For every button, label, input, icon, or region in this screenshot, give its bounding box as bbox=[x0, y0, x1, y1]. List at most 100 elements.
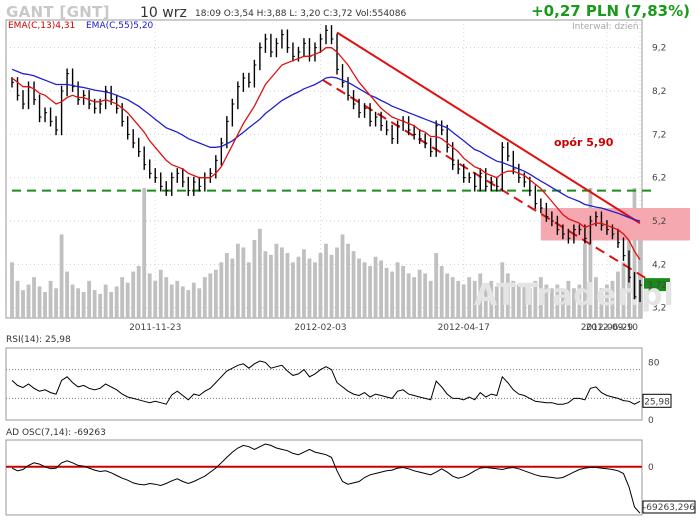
volume-bar bbox=[32, 277, 36, 318]
volume-bar bbox=[54, 288, 58, 318]
volume-bar bbox=[263, 251, 268, 318]
volume-bar bbox=[109, 292, 114, 318]
volume-bar bbox=[202, 277, 207, 318]
ema55-line bbox=[11, 68, 641, 222]
volume-bar bbox=[368, 266, 372, 318]
quote-line: 18:09 O:3,54 H:3,88 L: 3,20 C:3,72 Vol:5… bbox=[195, 9, 407, 19]
legend-ema13: EMA(C,13)4,31 bbox=[8, 21, 76, 31]
volume-bar bbox=[461, 284, 466, 318]
volume-bar bbox=[522, 286, 527, 318]
volume-bar bbox=[329, 254, 334, 318]
x-tick-label: 2012-09-10 bbox=[586, 323, 639, 333]
volume-bar bbox=[610, 280, 615, 318]
volume-bar bbox=[412, 277, 417, 318]
series-layer bbox=[11, 25, 652, 514]
volume-bar bbox=[125, 282, 130, 318]
volume-bar bbox=[92, 290, 97, 318]
last-price-badge bbox=[644, 278, 670, 292]
resistance-label: opór 5,90 bbox=[554, 136, 614, 149]
volume-bar bbox=[346, 243, 350, 318]
volume-bar bbox=[605, 284, 609, 318]
y-tick-label: 5,2 bbox=[652, 217, 666, 227]
volume-bar bbox=[340, 234, 345, 318]
y-tick-label: 4,2 bbox=[652, 260, 666, 270]
x-tick-label: 2012-06-29 bbox=[581, 323, 634, 333]
volume-bar bbox=[257, 228, 262, 318]
volume-bar bbox=[560, 290, 565, 318]
volume-layer bbox=[10, 188, 642, 318]
volume-bar bbox=[417, 269, 422, 318]
volume-bar bbox=[180, 286, 185, 318]
volume-bar bbox=[318, 253, 323, 318]
interval-label: Interwał: dzień bbox=[572, 22, 639, 32]
volume-bar bbox=[489, 280, 494, 318]
volume-bar bbox=[147, 273, 152, 318]
volume-bar bbox=[37, 286, 42, 318]
volume-bar bbox=[191, 282, 196, 318]
volume-bar bbox=[87, 280, 92, 318]
watermark: ATTrader.pl bbox=[474, 278, 675, 313]
volume-bar bbox=[588, 188, 593, 318]
volume-bar bbox=[478, 273, 483, 318]
volume-bar bbox=[219, 262, 224, 318]
tick-layer: 3,2 4,2 5,2 6,2 7,2 8,2 9,2 2011-11-23 2012-02-0… bbox=[129, 44, 696, 514]
x-tick-label: 2011-11-23 bbox=[129, 323, 181, 333]
ema13-line bbox=[11, 47, 641, 260]
volume-bar bbox=[81, 292, 86, 318]
ad-last-badge bbox=[642, 500, 696, 514]
rsi-title: RSI(14): 25,98 bbox=[6, 335, 71, 345]
volume-bar bbox=[26, 284, 31, 318]
last-price-label: 3,72 bbox=[647, 281, 667, 291]
ad-tick-label: 0 bbox=[648, 463, 654, 473]
volume-bar bbox=[246, 262, 251, 318]
volume-bar bbox=[208, 273, 213, 318]
volume-bar bbox=[335, 247, 339, 318]
volume-bar bbox=[456, 280, 461, 318]
volume-bar bbox=[158, 269, 163, 318]
downtrend-upper-line bbox=[336, 31, 641, 225]
volume-bar bbox=[291, 262, 295, 318]
volume-bar bbox=[566, 280, 571, 318]
ad-osc-line bbox=[11, 443, 641, 514]
volume-bar bbox=[434, 253, 439, 318]
volume-bar bbox=[384, 267, 389, 318]
volume-bar bbox=[538, 277, 543, 318]
volume-bar bbox=[269, 254, 273, 318]
ad-last-label: -69263,296 bbox=[643, 503, 695, 513]
rsi-last-label: 25,98 bbox=[644, 397, 670, 407]
volume-bar bbox=[428, 280, 433, 318]
volume-bar bbox=[169, 284, 174, 318]
volume-bar bbox=[583, 243, 587, 318]
volume-bar bbox=[472, 280, 477, 318]
resistance-zone bbox=[540, 208, 690, 241]
y-tick-label: 7,2 bbox=[652, 130, 666, 140]
price-change: +0,27 PLN (7,83%) bbox=[531, 2, 690, 20]
volume-bar bbox=[164, 277, 169, 318]
volume-bar bbox=[527, 288, 532, 318]
volume-bar bbox=[555, 284, 560, 318]
x-tick-label: 2012-02-03 bbox=[294, 323, 346, 333]
volume-bar bbox=[571, 288, 576, 318]
volume-bar bbox=[274, 243, 279, 318]
volume-bar bbox=[213, 269, 218, 318]
volume-bar bbox=[131, 271, 136, 318]
volume-bar bbox=[142, 188, 147, 318]
volume-bar bbox=[120, 277, 125, 318]
volume-bar bbox=[230, 258, 235, 318]
y-tick-label: 8,2 bbox=[652, 87, 666, 97]
ad-osc-title: AD OSC(7,14): -69263 bbox=[6, 428, 106, 438]
volume-bar bbox=[351, 251, 356, 318]
volume-bar bbox=[313, 262, 317, 318]
ticker-label: GANT [GNT] bbox=[6, 3, 110, 21]
volume-bar bbox=[549, 288, 554, 318]
rsi-tick-label: 80 bbox=[648, 358, 660, 368]
volume-bar bbox=[362, 262, 367, 318]
volume-bar bbox=[505, 273, 510, 318]
rsi-panel-frame bbox=[5, 347, 643, 421]
volume-bar bbox=[445, 273, 450, 318]
volume-bar bbox=[10, 262, 14, 318]
volume-bar bbox=[638, 215, 642, 318]
volume-bar bbox=[43, 292, 47, 318]
volume-bar bbox=[103, 284, 108, 318]
